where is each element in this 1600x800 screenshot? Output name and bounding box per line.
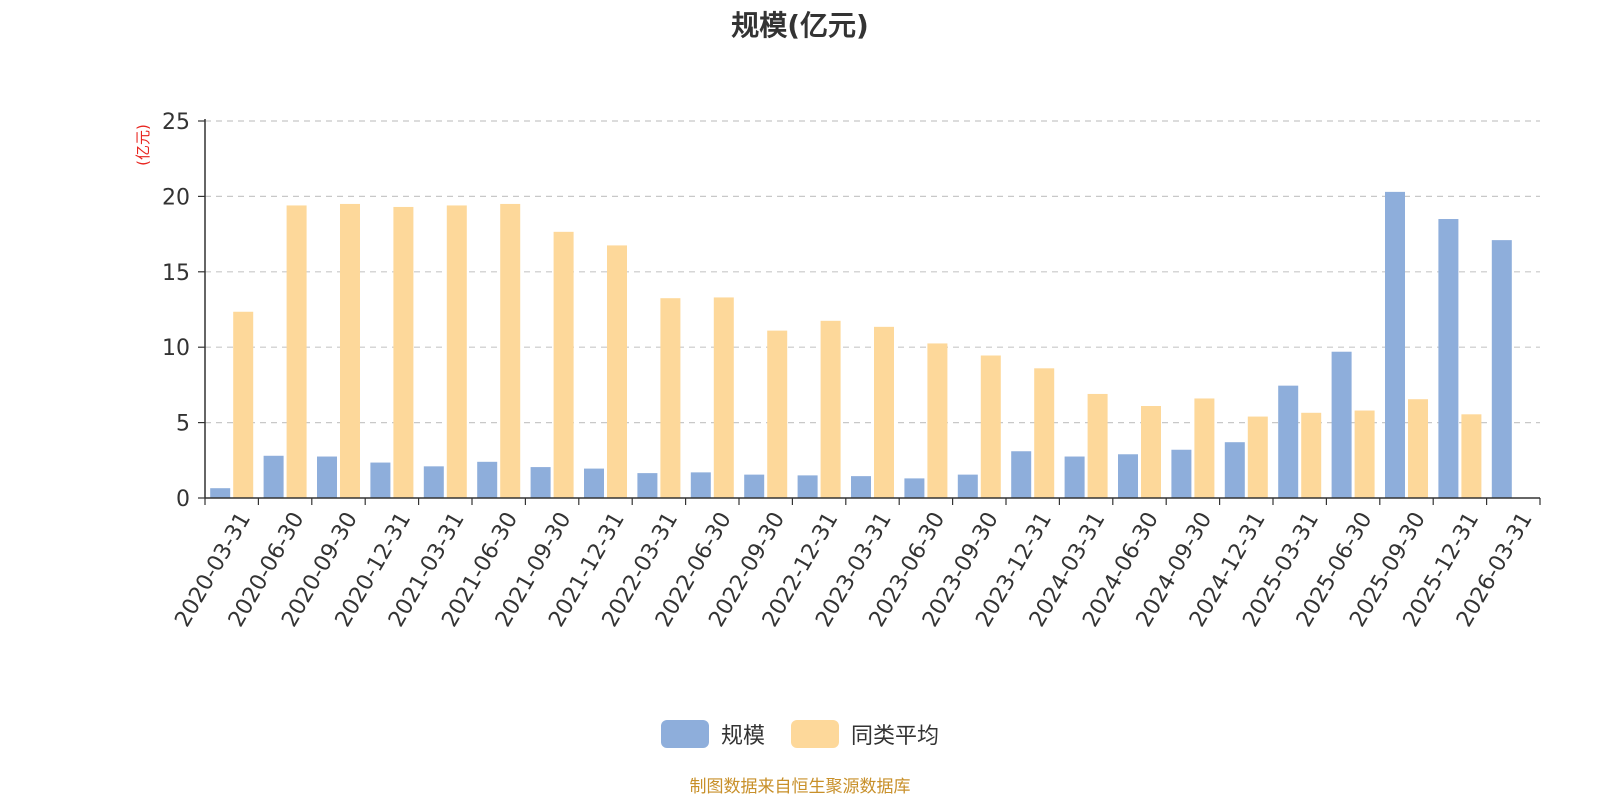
legend-swatch-peer-average — [791, 720, 839, 748]
bar-scale[interactable] — [584, 468, 604, 498]
bar-scale[interactable] — [690, 472, 711, 498]
bar-chart: 05101520252020-03-312020-06-302020-09-30… — [134, 110, 1541, 631]
bar-peer-average[interactable] — [286, 205, 307, 498]
bar-peer-average[interactable] — [1194, 398, 1215, 498]
bar-scale[interactable] — [1011, 451, 1032, 498]
chart-title: 规模(亿元) — [731, 9, 869, 42]
bar-peer-average[interactable] — [927, 343, 948, 498]
bar-scale[interactable] — [1224, 442, 1245, 498]
legend-item-scale[interactable]: 规模 — [660, 718, 765, 750]
legend-label-scale: 规模 — [720, 724, 765, 749]
bar-scale[interactable] — [957, 474, 978, 498]
legend: 规模 同类平均 — [0, 718, 1600, 750]
legend-label-peer-average: 同类平均 — [851, 724, 940, 749]
y-axis-label: (亿元) — [134, 124, 152, 166]
bar-peer-average[interactable] — [660, 298, 681, 498]
y-tick-label: 20 — [162, 185, 190, 210]
bar-peer-average[interactable] — [1461, 414, 1482, 498]
bar-peer-average[interactable] — [1354, 410, 1375, 498]
bar-peer-average[interactable] — [1301, 412, 1322, 498]
legend-swatch-scale — [660, 720, 709, 748]
bars — [210, 191, 1512, 498]
bar-peer-average[interactable] — [1141, 406, 1161, 498]
bar-scale[interactable] — [530, 467, 551, 498]
bar-scale[interactable] — [263, 455, 284, 498]
bar-peer-average[interactable] — [820, 320, 841, 498]
bar-peer-average[interactable] — [233, 311, 254, 498]
bar-scale[interactable] — [744, 474, 765, 498]
bar-scale[interactable] — [1385, 191, 1405, 498]
bar-peer-average[interactable] — [767, 330, 788, 498]
y-tick-label: 25 — [162, 110, 190, 135]
bar-scale[interactable] — [210, 488, 231, 498]
bar-peer-average[interactable] — [713, 297, 734, 498]
bar-scale[interactable] — [1118, 454, 1138, 498]
y-tick-label: 0 — [176, 487, 190, 512]
bar-peer-average[interactable] — [1408, 399, 1428, 498]
bar-scale[interactable] — [851, 476, 871, 498]
bar-scale[interactable] — [904, 478, 925, 498]
y-tick-label: 10 — [162, 336, 190, 361]
bar-peer-average[interactable] — [980, 355, 1001, 498]
bar-peer-average[interactable] — [500, 203, 521, 498]
bar-peer-average[interactable] — [553, 231, 574, 498]
bar-scale[interactable] — [1278, 385, 1299, 498]
source-note: 制图数据来自恒生聚源数据库 — [689, 777, 911, 797]
bar-scale[interactable] — [637, 473, 658, 498]
bar-peer-average[interactable] — [393, 206, 414, 498]
bar-peer-average[interactable] — [874, 326, 894, 498]
bar-scale[interactable] — [1064, 456, 1085, 498]
bar-peer-average[interactable] — [446, 205, 467, 498]
y-tick-label: 15 — [162, 261, 190, 286]
bar-scale[interactable] — [477, 461, 498, 498]
y-tick-label: 5 — [176, 412, 190, 437]
bar-scale[interactable] — [797, 475, 818, 498]
bar-scale[interactable] — [423, 466, 444, 498]
bar-scale[interactable] — [1171, 449, 1192, 498]
bar-scale[interactable] — [1331, 351, 1352, 498]
legend-item-peer-average[interactable]: 同类平均 — [791, 718, 939, 750]
bar-peer-average[interactable] — [1247, 416, 1268, 498]
bar-scale[interactable] — [317, 456, 337, 498]
bar-scale[interactable] — [1438, 219, 1459, 498]
bar-scale[interactable] — [1491, 240, 1512, 498]
bar-peer-average[interactable] — [607, 245, 627, 498]
bar-scale[interactable] — [370, 462, 391, 498]
bar-peer-average[interactable] — [1087, 393, 1108, 498]
bar-peer-average[interactable] — [1034, 368, 1055, 498]
bar-peer-average[interactable] — [340, 203, 360, 498]
